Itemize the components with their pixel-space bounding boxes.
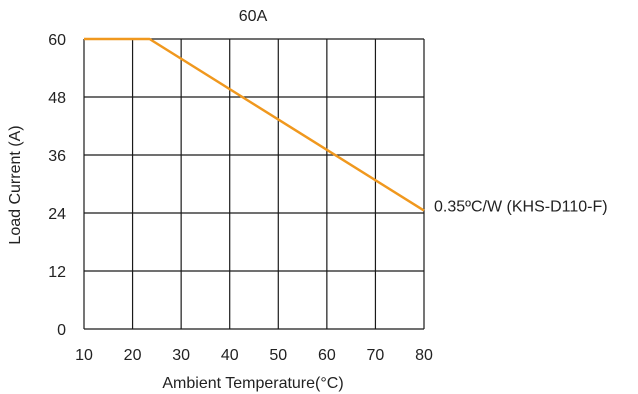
x-tick-label: 40 bbox=[221, 347, 239, 364]
x-axis-label: Ambient Temperature(°C) bbox=[162, 375, 343, 392]
chart-title: 60A bbox=[239, 8, 268, 25]
x-tick-label: 50 bbox=[269, 347, 287, 364]
y-tick-labels: 0 12 24 36 48 60 bbox=[48, 32, 66, 339]
grid bbox=[83, 38, 425, 330]
y-axis-label: Load Current (A) bbox=[7, 125, 24, 244]
x-tick-labels: 10 20 30 40 50 60 70 80 bbox=[75, 347, 433, 364]
y-tick-label: 60 bbox=[48, 32, 66, 49]
y-tick-label: 24 bbox=[48, 206, 66, 223]
x-tick-label: 60 bbox=[318, 347, 336, 364]
y-tick-label: 48 bbox=[48, 90, 66, 107]
x-tick-label: 80 bbox=[415, 347, 433, 364]
x-tick-label: 70 bbox=[367, 347, 385, 364]
y-tick-label: 12 bbox=[48, 264, 66, 281]
x-tick-label: 10 bbox=[75, 347, 93, 364]
y-tick-label: 36 bbox=[48, 148, 66, 165]
series-line bbox=[84, 37, 425, 212]
x-tick-label: 30 bbox=[172, 347, 190, 364]
series-label: 0.35ºC/W (KHS-D110-F) bbox=[434, 199, 608, 216]
x-tick-label: 20 bbox=[124, 347, 142, 364]
y-tick-label: 0 bbox=[57, 322, 66, 339]
